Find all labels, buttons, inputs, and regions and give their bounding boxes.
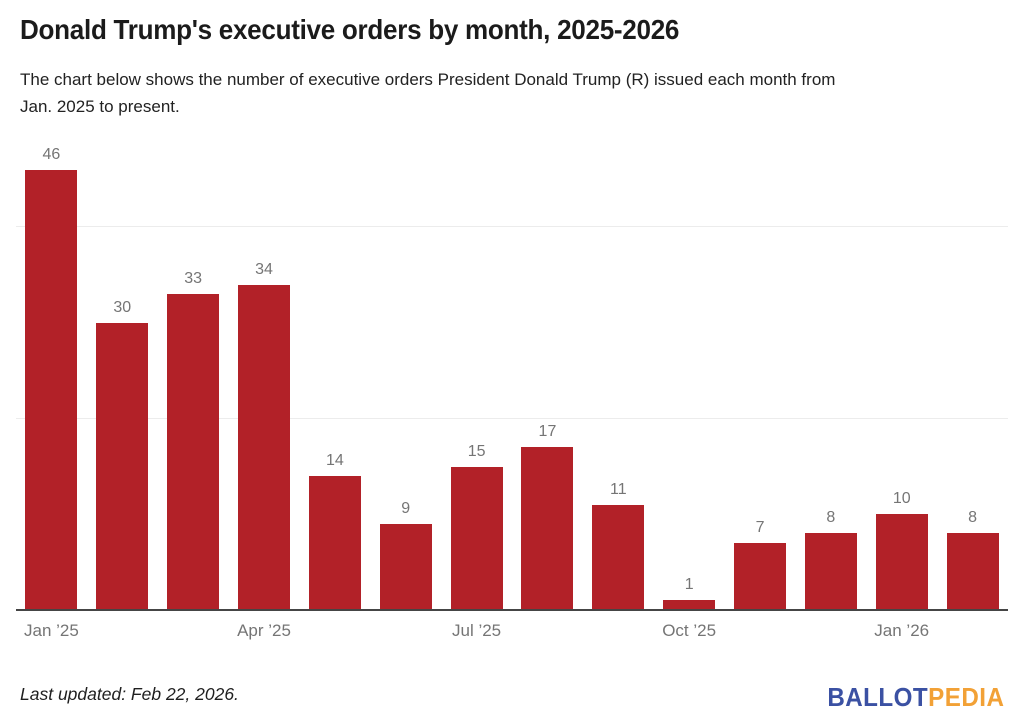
bar-value-label: 1 [684, 576, 694, 594]
x-tick-label: Oct ’25 [662, 621, 717, 640]
bar-Jul ’25 [450, 466, 503, 610]
bar-value-label: 17 [538, 423, 557, 441]
bars-row: 46 30 33 34 14 9 15 17 11 1 7 8 10 8 [16, 140, 1008, 610]
bar-Nov ’25 [734, 543, 787, 610]
bar-slot: 10 [866, 489, 937, 610]
bar-slot: 46 [16, 145, 87, 610]
bar-Feb ’26 [946, 533, 999, 610]
x-tick-label: Jan ’26 [874, 621, 930, 640]
x-tick-label: Apr ’25 [237, 621, 291, 640]
page-subtitle: The chart below shows the number of exec… [20, 70, 836, 116]
bar-value-label: 8 [968, 509, 978, 527]
bar-slot: 9 [370, 499, 441, 610]
bar-Feb ’25 [96, 323, 149, 610]
x-tick-label: Jan ’25 [24, 621, 79, 640]
gridline [16, 226, 1008, 228]
bar-slot: 15 [441, 442, 512, 610]
bar-Jun ’25 [379, 523, 432, 610]
bar-slot: 14 [299, 451, 370, 610]
x-axis-line [16, 609, 1008, 611]
bar-Jan ’25 [25, 170, 78, 610]
bar-slot: 8 [937, 508, 1008, 610]
bar-slot: 30 [87, 298, 158, 610]
bar-slot: 1 [654, 575, 725, 610]
bar-Mar ’25 [167, 294, 220, 610]
bar-value-label: 33 [184, 270, 203, 288]
logo-text-pedia: PEDIA [927, 682, 1004, 712]
bar-slot: 7 [725, 518, 796, 610]
bar-slot: 11 [583, 480, 654, 610]
bar-value-label: 7 [755, 519, 765, 537]
last-updated-note: Last updated: Feb 22, 2026. [20, 684, 239, 704]
ballotpedia-logo[interactable]: BALLOTPEDIA [827, 682, 1004, 713]
gridline [16, 417, 1008, 419]
bar-Apr ’25 [238, 284, 290, 610]
bar-slot: 8 [795, 508, 866, 610]
bar-Jan ’26 [875, 514, 928, 610]
bar-value-label: 8 [826, 509, 836, 527]
bar-value-label: 11 [610, 480, 627, 498]
bar-value-label: 9 [401, 499, 411, 517]
x-tick-label: Jul ’25 [451, 621, 502, 640]
bar-May ’25 [308, 476, 361, 610]
bar-Aug ’25 [521, 447, 574, 610]
bar-value-label: 15 [467, 442, 486, 460]
bar-value-label: 46 [42, 146, 61, 163]
bar-value-label: 14 [325, 452, 344, 470]
bar-slot: 17 [512, 422, 583, 610]
bar-Sep ’25 [592, 504, 645, 610]
bar-slot: 33 [158, 269, 229, 610]
bar-value-label: 34 [255, 260, 273, 278]
logo-text-ballot: BALLOT [826, 682, 928, 712]
bar-value-label: 30 [113, 299, 132, 317]
bar-slot: 34 [229, 260, 300, 610]
x-axis-tick-labels: Jan ’25 Apr ’25 Jul ’25 Oct ’25 Jan ’26 [16, 620, 1008, 644]
plot-area: 46 30 33 34 14 9 15 17 11 1 7 8 10 8 [16, 140, 1008, 611]
bar-Dec ’25 [804, 533, 857, 610]
page-title: Donald Trump's executive orders by month… [20, 14, 680, 45]
bar-Oct ’25 [663, 600, 716, 610]
bar-value-label: 10 [892, 490, 911, 508]
